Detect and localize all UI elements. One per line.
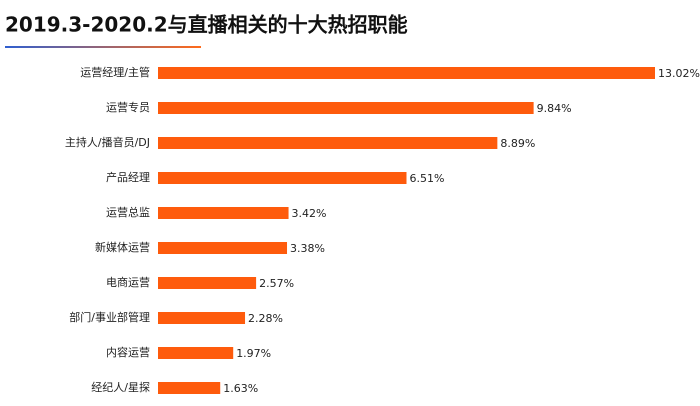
bar bbox=[158, 347, 234, 359]
value-label: 3.38% bbox=[290, 242, 325, 255]
category-label: 部门/事业部管理 bbox=[69, 310, 150, 324]
category-label: 电商运营 bbox=[106, 275, 150, 289]
value-label: 1.63% bbox=[223, 382, 258, 395]
bar bbox=[158, 172, 407, 184]
value-label: 2.57% bbox=[259, 277, 294, 290]
bar bbox=[158, 242, 288, 254]
category-label: 经纪人/星探 bbox=[91, 381, 150, 394]
value-label: 9.84% bbox=[537, 102, 572, 115]
bar bbox=[158, 137, 498, 149]
bar bbox=[158, 207, 289, 219]
category-label: 主持人/播音员/DJ bbox=[65, 135, 150, 149]
category-label: 内容运营 bbox=[106, 345, 150, 359]
title-underline bbox=[5, 46, 201, 48]
value-label: 8.89% bbox=[500, 137, 535, 150]
chart-title: 2019.3-2020.2与直播相关的十大热招职能 bbox=[5, 13, 408, 37]
bar bbox=[158, 277, 257, 289]
value-label: 2.28% bbox=[248, 312, 283, 325]
category-label: 运营专员 bbox=[106, 100, 150, 114]
bar bbox=[158, 67, 655, 79]
bar bbox=[158, 102, 534, 114]
bar bbox=[158, 382, 221, 394]
category-label: 运营总监 bbox=[106, 205, 150, 219]
value-label: 6.51% bbox=[410, 172, 445, 185]
bar bbox=[158, 312, 246, 324]
value-label: 3.42% bbox=[292, 207, 327, 220]
value-label: 13.02% bbox=[658, 67, 700, 80]
category-label: 新媒体运营 bbox=[95, 240, 150, 254]
category-label: 产品经理 bbox=[106, 170, 150, 184]
value-label: 1.97% bbox=[236, 347, 271, 360]
category-label: 运营经理/主管 bbox=[80, 65, 150, 79]
